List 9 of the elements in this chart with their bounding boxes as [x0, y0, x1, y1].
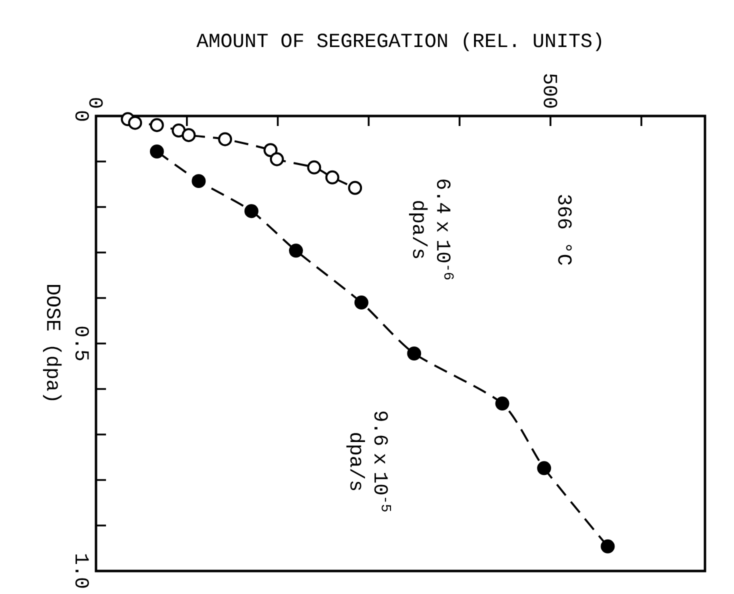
y-tick-label: 1.0 — [75, 554, 89, 588]
x-tick-label: 500 — [544, 74, 558, 108]
text: 6.4 x 10$^{-6}$ dpa/s — [409, 180, 454, 280]
text: 9.6 x 10$^{-5}$ dpa/s — [346, 412, 391, 512]
y-tick-label: 0.5 — [75, 326, 89, 360]
y-tick-label: 0 — [75, 111, 89, 121]
annotation: 366 °C — [558, 194, 572, 265]
x-axis-title: AMOUNT OF SEGREGATION (REL. UNITS) — [196, 32, 602, 52]
y-axis-title: DOSE (dpa) — [43, 285, 62, 400]
